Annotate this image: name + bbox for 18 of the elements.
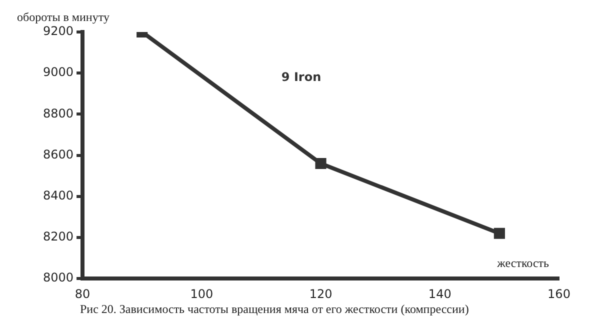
y-tick-label: 9200 (42, 24, 74, 38)
point (315, 158, 326, 170)
y-tick-label: 8400 (42, 188, 74, 203)
y-axis-title: обороты в минуту (17, 10, 110, 25)
x-tick-label: 80 (74, 286, 90, 301)
text: 9 Iron (281, 70, 322, 84)
y-tick-label: 8800 (42, 106, 74, 120)
y-tick-label: 9000 (42, 65, 74, 80)
point (494, 228, 505, 239)
y-tick-label: 8000 (42, 270, 74, 285)
text: Рис 20. Зависимость частоты вращения мяча от его жесткости (компрессии) (80, 302, 469, 317)
x-tick-label: 120 (309, 286, 332, 301)
x-tick-label: 160 (548, 286, 570, 301)
x-tick-label: 100 (190, 286, 214, 301)
y-tick-label: 8200 (42, 230, 74, 244)
x-tick-label: 140 (428, 286, 452, 301)
x-axis-title: жесткость (497, 256, 549, 271)
y-tick-label: 8600 (42, 147, 74, 162)
